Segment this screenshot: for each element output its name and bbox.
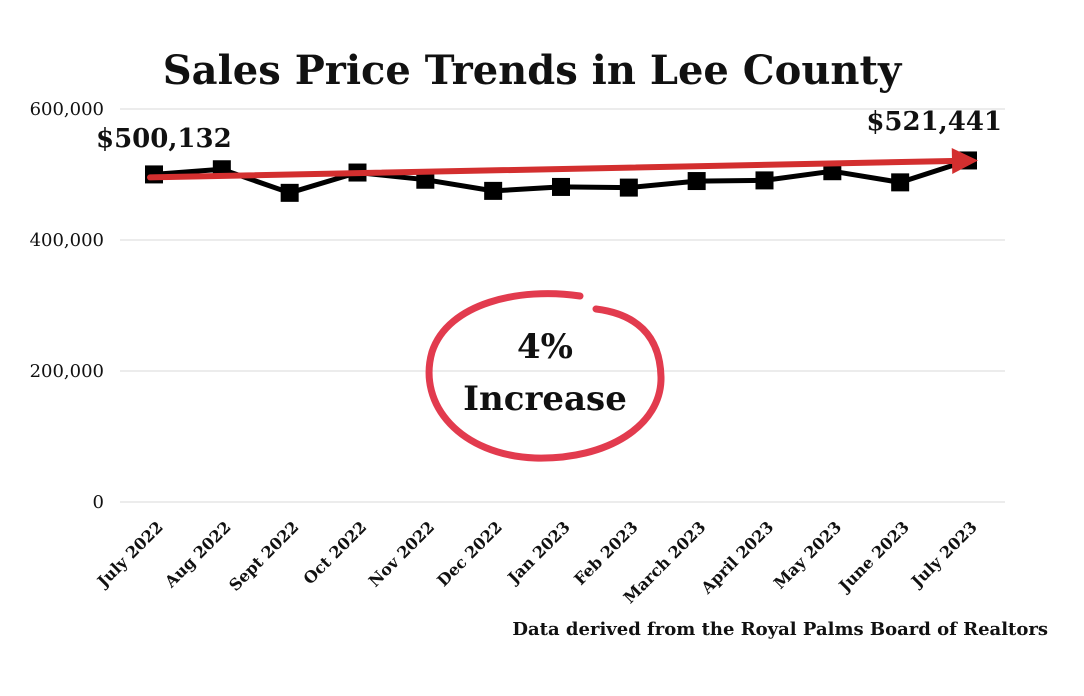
data-point [891,173,910,192]
x-tick-label: Aug 2022 [160,517,234,591]
chart-title: Sales Price Trends in Lee County [163,47,903,94]
x-tick-label: May 2023 [770,517,845,592]
x-tick-label: July 2023 [906,517,981,592]
increase-text: Increase [463,379,627,419]
increase-circle [425,290,665,462]
data-point [755,171,774,190]
data-point [280,183,299,202]
x-tick-label: Nov 2022 [365,517,438,590]
x-tick-label: Oct 2022 [299,517,370,588]
x-tick-label: April 2023 [697,517,778,598]
x-tick-label: Sept 2022 [225,517,302,594]
y-tick-label: 0 [93,492,104,513]
data-point [484,181,503,200]
x-tick-label: July 2022 [92,517,167,592]
start-value-label: $500,132 [96,124,232,154]
data-point [552,177,570,196]
x-tick-label: Dec 2022 [433,517,506,590]
y-tick-label: 200,000 [30,361,104,382]
x-tick-label: Jan 2023 [503,517,574,588]
increase-percent: 4% [517,327,573,367]
data-point [416,170,435,189]
x-tick-label: Feb 2023 [570,517,641,588]
source-note: Data derived from the Royal Palms Board … [512,619,1048,640]
y-tick-label: 600,000 [30,99,104,120]
x-tick-label: June 2023 [834,517,913,596]
trend-arrow [147,157,956,181]
y-tick-label: 400,000 [30,230,104,251]
end-value-label: $521,441 [866,107,1002,137]
data-point [823,162,842,181]
trend-arrowhead [951,147,978,174]
data-point [619,178,638,197]
data-point [687,172,706,191]
